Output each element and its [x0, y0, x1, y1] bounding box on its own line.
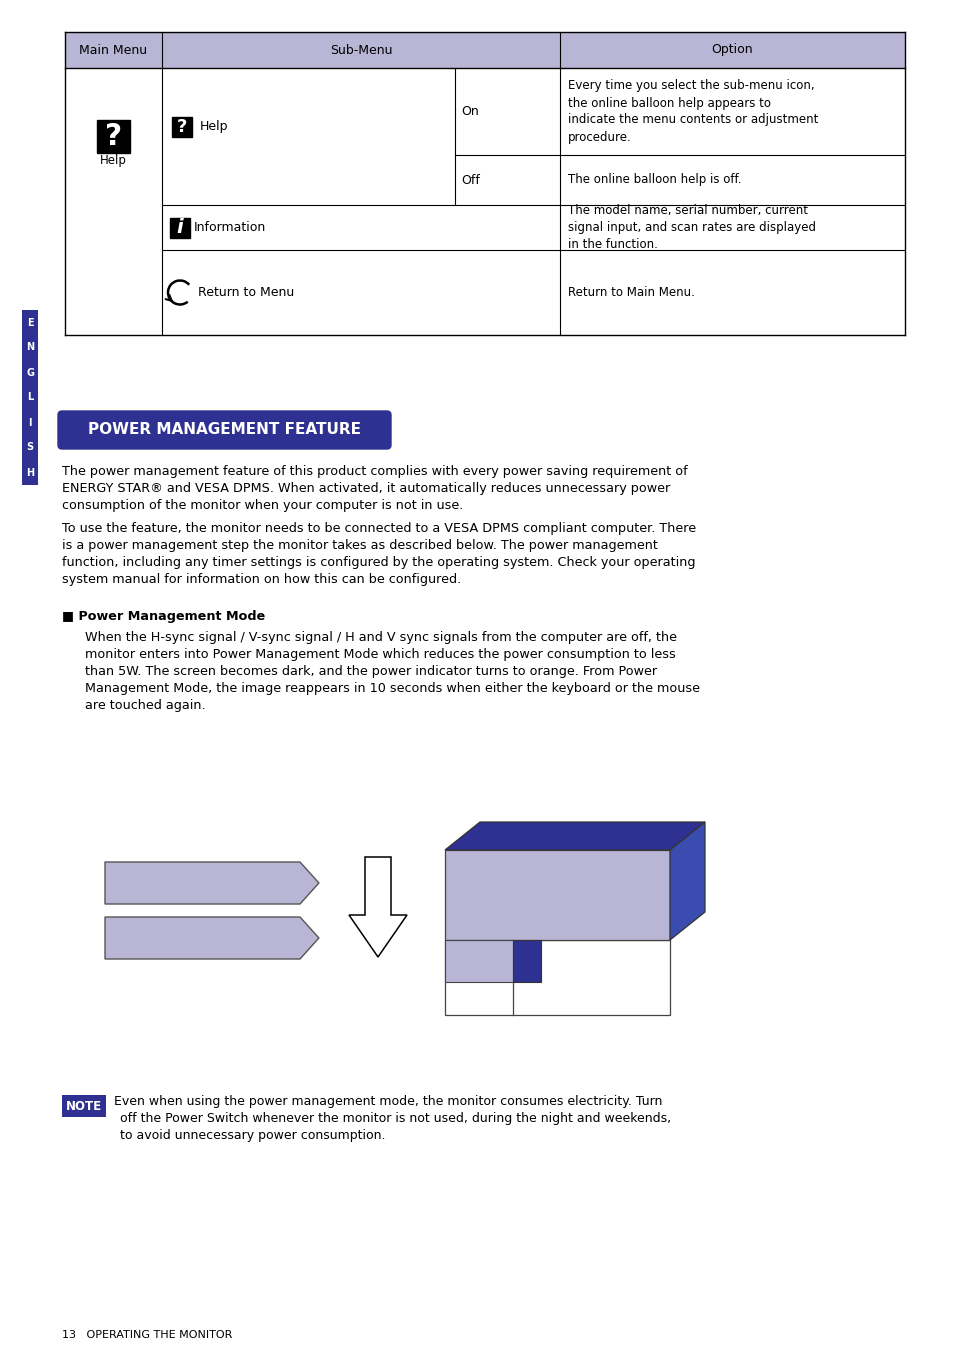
Text: Return to Menu: Return to Menu	[198, 286, 294, 299]
Text: Return to Main Menu.: Return to Main Menu.	[567, 286, 694, 299]
Polygon shape	[669, 821, 704, 940]
Text: i: i	[176, 218, 183, 236]
Text: To use the feature, the monitor needs to be connected to a VESA DPMS compliant c: To use the feature, the monitor needs to…	[62, 521, 696, 535]
Text: off the Power Switch whenever the monitor is not used, during the night and week: off the Power Switch whenever the monito…	[120, 1112, 670, 1125]
Text: The model name, serial number, current
signal input, and scan rates are displaye: The model name, serial number, current s…	[567, 204, 815, 251]
Text: I: I	[29, 417, 31, 427]
Text: Every time you select the sub-menu icon,
the online balloon help appears to
indi: Every time you select the sub-menu icon,…	[567, 80, 818, 143]
Text: Management Mode, the image reappears in 10 seconds when either the keyboard or t: Management Mode, the image reappears in …	[85, 682, 700, 694]
Text: Sub-Menu: Sub-Menu	[330, 43, 392, 57]
Text: is a power management step the monitor takes as described below. The power manag: is a power management step the monitor t…	[62, 539, 658, 553]
Text: ?: ?	[105, 122, 122, 151]
Text: On: On	[460, 105, 478, 118]
Text: The power management feature of this product complies with every power saving re: The power management feature of this pro…	[62, 465, 687, 478]
Text: than 5W. The screen becomes dark, and the power indicator turns to orange. From : than 5W. The screen becomes dark, and th…	[85, 665, 657, 678]
Text: S: S	[27, 443, 33, 453]
Bar	[65, 32, 904, 68]
Bar	[444, 850, 669, 940]
Polygon shape	[105, 862, 318, 904]
Bar	[444, 940, 669, 1015]
Text: NOTE: NOTE	[66, 1100, 102, 1112]
Text: ■ Power Management Mode: ■ Power Management Mode	[62, 611, 265, 623]
Polygon shape	[349, 857, 407, 957]
Text: E: E	[27, 317, 33, 327]
Text: POWER MANAGEMENT FEATURE: POWER MANAGEMENT FEATURE	[88, 423, 360, 438]
Bar	[97, 120, 130, 153]
Text: H: H	[26, 467, 34, 477]
Text: Main Menu: Main Menu	[79, 43, 148, 57]
Polygon shape	[444, 821, 704, 850]
Text: consumption of the monitor when your computer is not in use.: consumption of the monitor when your com…	[62, 499, 463, 512]
Text: ?: ?	[176, 118, 187, 135]
Text: to avoid unnecessary power consumption.: to avoid unnecessary power consumption.	[120, 1129, 385, 1142]
Text: Help: Help	[100, 154, 127, 168]
Bar	[170, 218, 190, 238]
Bar	[172, 116, 192, 136]
Text: function, including any timer settings is configured by the operating system. Ch: function, including any timer settings i…	[62, 557, 695, 569]
Bar	[22, 309, 38, 485]
Text: ENERGY STAR® and VESA DPMS. When activated, it automatically reduces unnecessary: ENERGY STAR® and VESA DPMS. When activat…	[62, 482, 670, 494]
Text: Help: Help	[200, 120, 229, 132]
Text: Off: Off	[460, 173, 479, 186]
Text: monitor enters into Power Management Mode which reduces the power consumption to: monitor enters into Power Management Mod…	[85, 648, 675, 661]
Bar	[513, 940, 540, 982]
Text: When the H-sync signal / V-sync signal / H and V sync signals from the computer : When the H-sync signal / V-sync signal /…	[85, 631, 677, 644]
Polygon shape	[105, 917, 318, 959]
Bar	[62, 1096, 106, 1117]
Text: L: L	[27, 393, 33, 403]
Text: Information: Information	[193, 222, 266, 234]
Text: The online balloon help is off.: The online balloon help is off.	[567, 173, 740, 186]
Text: N: N	[26, 343, 34, 353]
Text: Option: Option	[711, 43, 753, 57]
Text: system manual for information on how this can be configured.: system manual for information on how thi…	[62, 573, 460, 586]
Text: are touched again.: are touched again.	[85, 698, 206, 712]
Bar	[444, 940, 513, 982]
Text: 13   OPERATING THE MONITOR: 13 OPERATING THE MONITOR	[62, 1329, 233, 1340]
Text: G: G	[26, 367, 34, 377]
FancyBboxPatch shape	[58, 411, 391, 449]
Text: Even when using the power management mode, the monitor consumes electricity. Tur: Even when using the power management mod…	[113, 1096, 661, 1108]
